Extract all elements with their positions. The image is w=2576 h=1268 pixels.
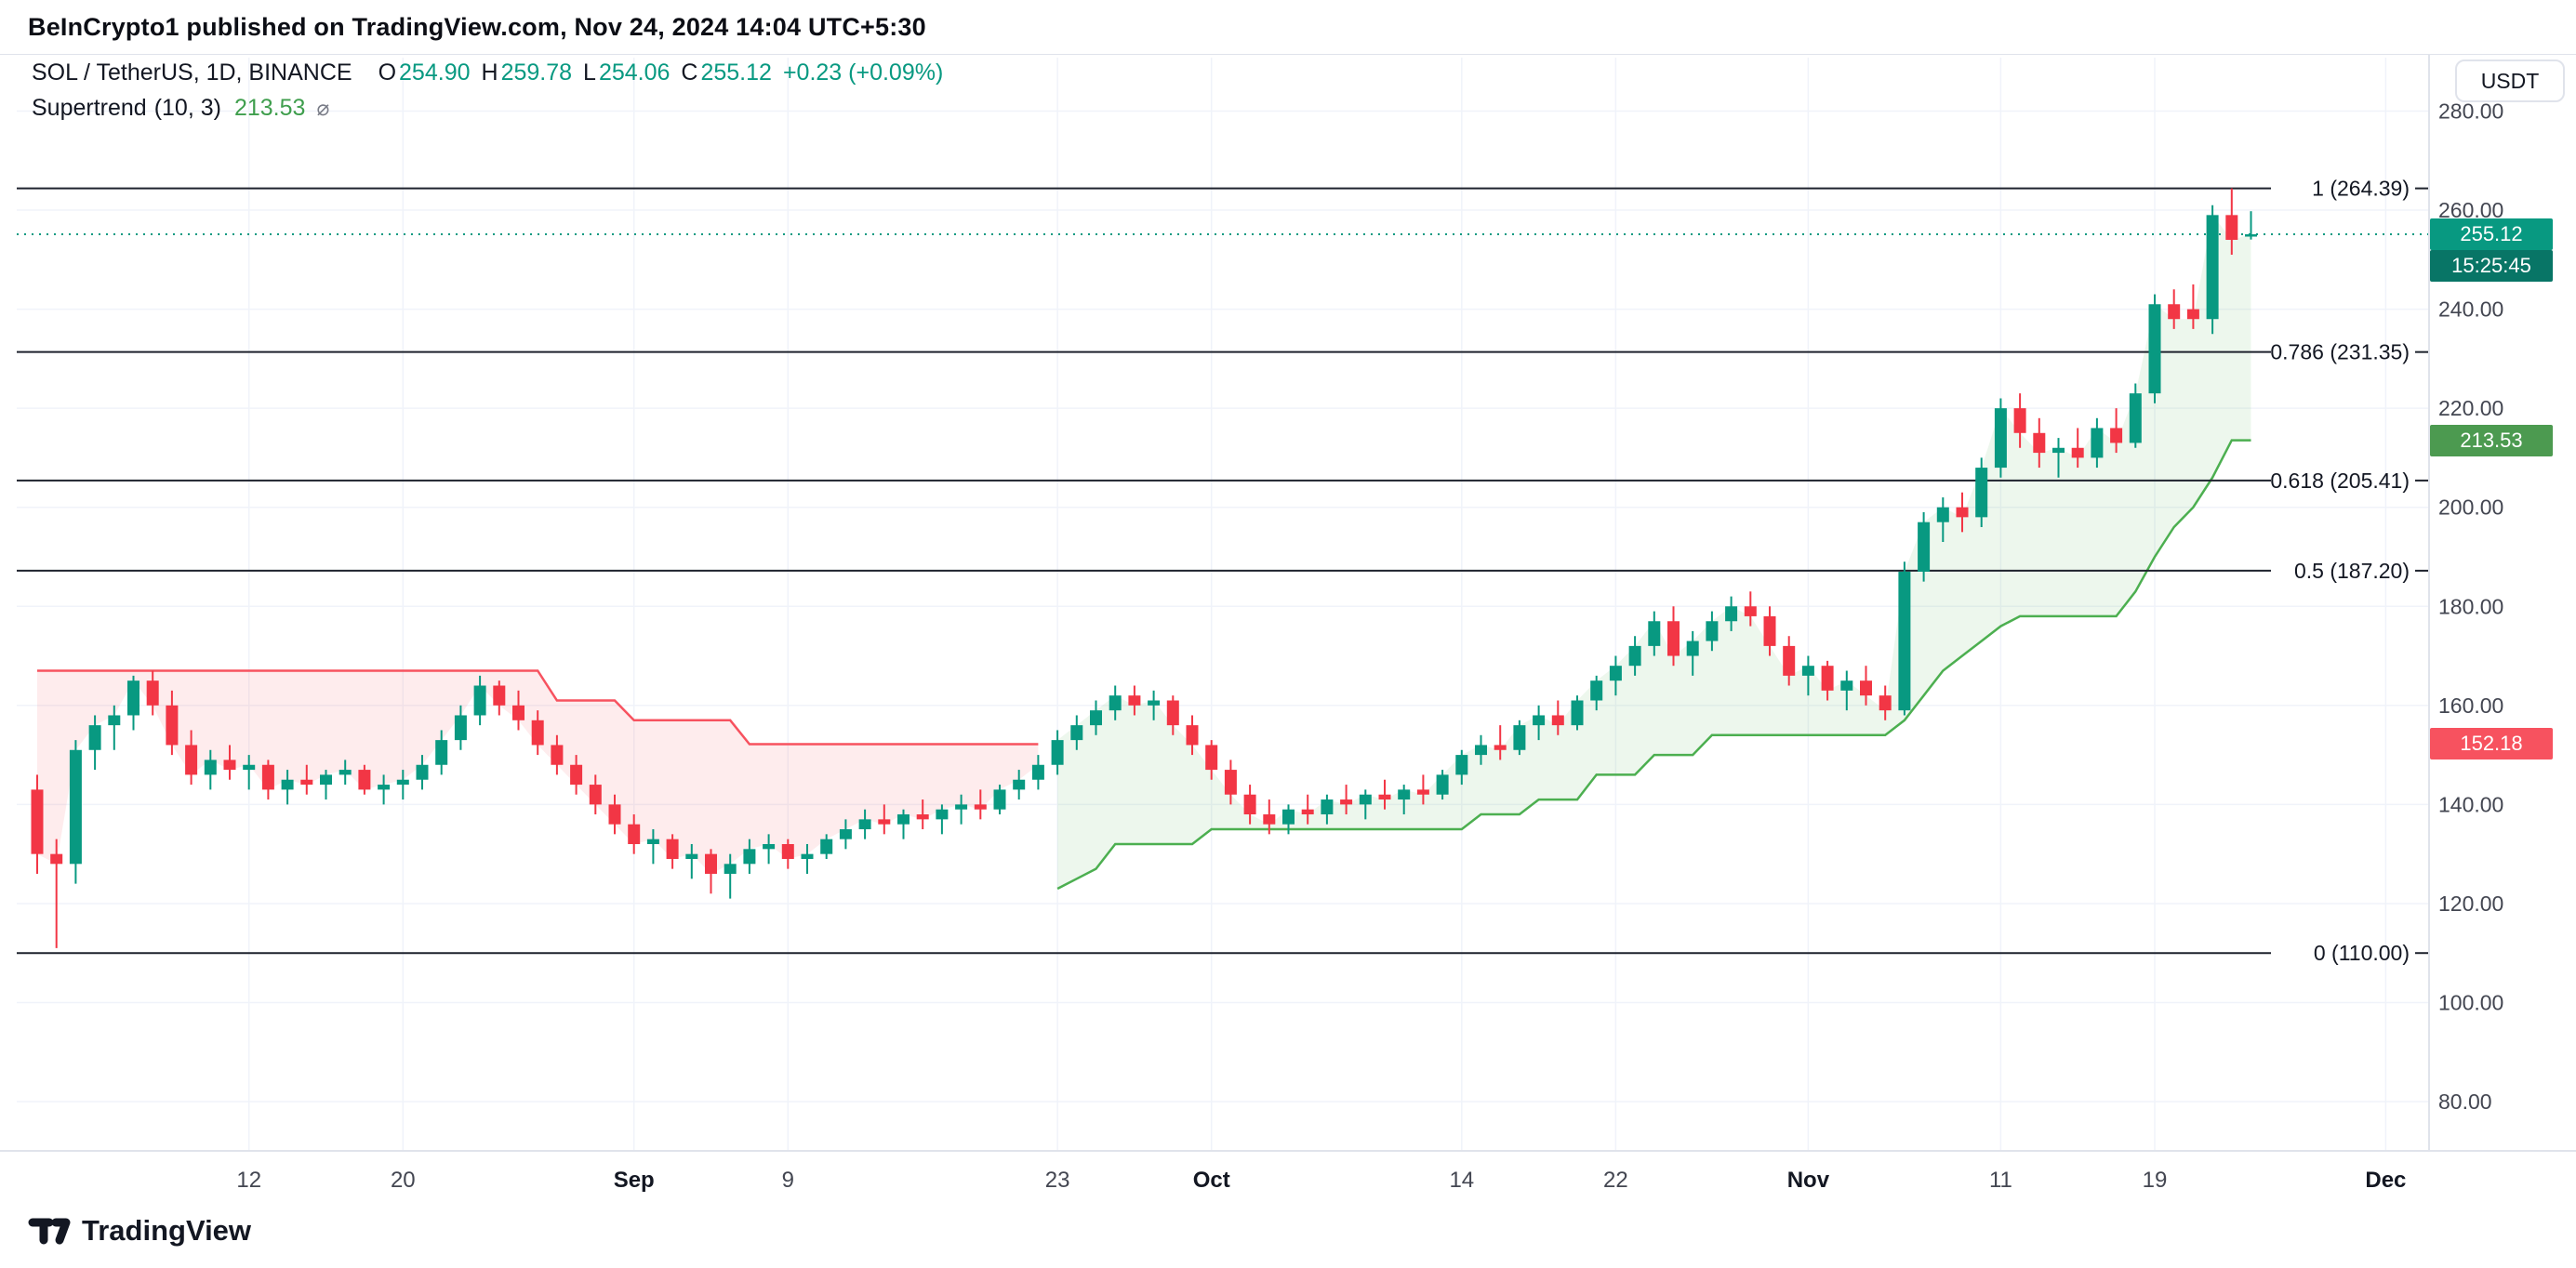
svg-text:140.00: 140.00 <box>2438 792 2503 816</box>
price-change: +0.23 (+0.09%) <box>782 59 944 86</box>
svg-text:Sep: Sep <box>614 1168 655 1193</box>
svg-text:120.00: 120.00 <box>2438 892 2503 916</box>
bar-countdown-label: 15:25:45 <box>2430 250 2553 283</box>
candlesticks <box>31 188 2257 948</box>
tradingview-logo-text: TradingView <box>82 1214 252 1247</box>
attribution-text: BeInCrypto1 published on TradingView.com… <box>28 13 926 41</box>
svg-text:220.00: 220.00 <box>2438 396 2503 420</box>
svg-text:20: 20 <box>391 1168 416 1193</box>
svg-text:Dec: Dec <box>2365 1168 2406 1193</box>
supertrend-value-label: 213.53 <box>2430 424 2553 456</box>
svg-text:0.618 (205.41): 0.618 (205.41) <box>2270 469 2410 493</box>
svg-text:0 (110.00): 0 (110.00) <box>2314 941 2410 965</box>
slashed-circle-icon[interactable]: ⌀ <box>316 96 330 120</box>
currency-toggle-button[interactable]: USDT <box>2455 59 2565 102</box>
ohlc-low-value: 254.06 <box>598 59 671 86</box>
svg-text:Oct: Oct <box>1193 1168 1230 1193</box>
ohlc-low-label: L <box>583 59 596 86</box>
time-axis-divider <box>0 1150 2576 1152</box>
svg-text:240.00: 240.00 <box>2438 297 2503 322</box>
tradingview-logo-icon <box>28 1218 71 1245</box>
ohlc-close: C 255.12 <box>670 61 772 85</box>
svg-text:280.00: 280.00 <box>2438 99 2503 123</box>
svg-text:0.786 (231.35): 0.786 (231.35) <box>2270 340 2410 364</box>
symbol-title[interactable]: SOL / TetherUS, 1D, BINANCE <box>32 59 352 86</box>
svg-text:23: 23 <box>1045 1168 1070 1193</box>
ohlc-low: L 254.06 <box>572 61 670 85</box>
chart-legend: SOL / TetherUS, 1D, BINANCE O 254.90 H 259… <box>32 61 943 120</box>
ohlc-close-label: C <box>681 59 698 86</box>
supertrend-stop-label: 152.18 <box>2430 728 2553 760</box>
ohlc-high: H 259.78 <box>471 61 573 85</box>
gridlines <box>17 58 2428 1150</box>
time-scale[interactable] <box>0 1152 2428 1217</box>
svg-text:14: 14 <box>1449 1168 1474 1193</box>
ohlc-high-value: 259.78 <box>500 59 573 86</box>
svg-text:160.00: 160.00 <box>2438 693 2503 718</box>
supertrend-indicator <box>37 215 2251 891</box>
price-axis-divider <box>2428 54 2430 1150</box>
indicator-row: Supertrend (10, 3) 213.53 ⌀ <box>32 97 943 120</box>
svg-text:Nov: Nov <box>1787 1168 1830 1193</box>
svg-text:100.00: 100.00 <box>2438 991 2503 1015</box>
ohlc-open-label: O <box>378 59 397 86</box>
time-axis-labels: 12 20 Sep 9 23 Oct 14 22 Nov 11 19 Dec <box>236 1168 2406 1193</box>
top-divider <box>0 54 2576 55</box>
svg-text:200.00: 200.00 <box>2438 495 2503 520</box>
last-price-label: 255.12 <box>2430 218 2553 251</box>
svg-text:9: 9 <box>782 1168 794 1193</box>
svg-text:22: 22 <box>1603 1168 1628 1193</box>
svg-text:80.00: 80.00 <box>2438 1090 2492 1114</box>
svg-text:1 (264.39): 1 (264.39) <box>2312 177 2410 201</box>
indicator-name[interactable]: Supertrend <box>32 95 147 121</box>
svg-text:0.5 (187.20): 0.5 (187.20) <box>2294 559 2410 583</box>
indicator-params: (10, 3) <box>153 95 221 121</box>
symbol-row: SOL / TetherUS, 1D, BINANCE O 254.90 H 259… <box>32 61 943 85</box>
ohlc-close-value: 255.12 <box>700 59 772 86</box>
svg-text:180.00: 180.00 <box>2438 594 2503 618</box>
svg-text:260.00: 260.00 <box>2438 198 2503 222</box>
svg-text:19: 19 <box>2143 1168 2168 1193</box>
ohlc-high-label: H <box>481 59 498 86</box>
svg-text:12: 12 <box>236 1168 261 1193</box>
ohlc-open-value: 254.90 <box>399 59 471 86</box>
fib-retracement-levels[interactable]: 1 (264.39) 0.786 (231.35) 0.618 (205.41) 0.… <box>17 177 2428 966</box>
tradingview-logo[interactable]: TradingView <box>28 1214 251 1248</box>
svg-text:11: 11 <box>1989 1168 2012 1193</box>
price-axis-labels: 80.00 100.00 120.00 140.00 160.00 180.00 200.0… <box>2438 99 2503 1114</box>
indicator-value: 213.53 <box>233 95 306 121</box>
ohlc-open: O 254.90 <box>367 61 471 85</box>
